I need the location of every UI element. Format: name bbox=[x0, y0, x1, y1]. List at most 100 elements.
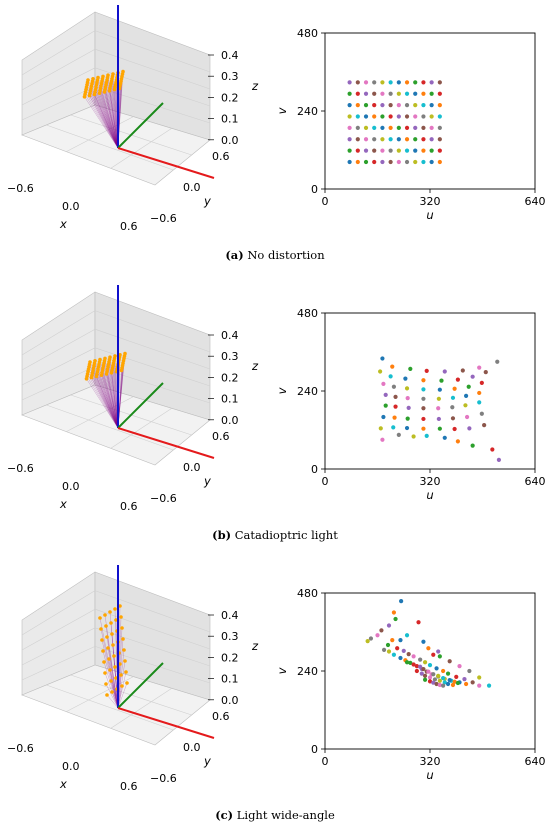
caption-b: (b) Catadioptric light bbox=[0, 528, 550, 542]
point3d-c bbox=[110, 632, 114, 636]
data-point-a bbox=[404, 125, 410, 130]
data-point-b bbox=[388, 374, 393, 379]
ray-b bbox=[88, 366, 119, 429]
point3d-c bbox=[125, 681, 129, 685]
data-point-c bbox=[431, 672, 436, 677]
y3d-tick-label-c: 0.0 bbox=[183, 741, 201, 754]
data-point-b bbox=[405, 416, 410, 421]
x-tick-label-a: 320 bbox=[420, 195, 441, 208]
data-point-c bbox=[436, 649, 441, 654]
grid-line-a bbox=[66, 116, 134, 152]
data-point-a bbox=[404, 80, 410, 85]
data-point-c bbox=[375, 633, 380, 638]
ray-b bbox=[92, 370, 119, 429]
z-tick-label-a: 0.2 bbox=[221, 91, 239, 104]
data-point-a bbox=[413, 137, 418, 142]
data-point-a bbox=[421, 114, 426, 119]
data-point-b bbox=[477, 400, 482, 405]
data-point-a bbox=[429, 103, 434, 108]
data-point-a bbox=[413, 103, 418, 108]
point3d-a bbox=[102, 90, 107, 94]
data-point-b bbox=[466, 384, 471, 389]
grid-line-b bbox=[66, 396, 134, 432]
x3d-axis-label-b: x bbox=[59, 497, 67, 511]
grid-line-b bbox=[94, 328, 211, 370]
ray-a bbox=[110, 83, 119, 149]
data-point-b bbox=[405, 396, 410, 401]
point3d-c bbox=[108, 610, 112, 614]
data-point-b bbox=[450, 416, 456, 421]
ray-a bbox=[84, 96, 119, 149]
data-point-c bbox=[477, 675, 482, 680]
data-point-a bbox=[372, 80, 377, 85]
data-point-b bbox=[460, 368, 465, 373]
data-point-b bbox=[467, 426, 472, 431]
x3d-tick-label-b: 0.6 bbox=[120, 500, 138, 513]
caption-b-text: Catadioptric light bbox=[234, 528, 338, 542]
y-tick-label-b: 480 bbox=[297, 307, 318, 320]
y-tick-label-a: 0 bbox=[311, 183, 318, 196]
ray-a bbox=[100, 88, 119, 149]
data-point-c bbox=[437, 682, 442, 688]
data-point-a bbox=[363, 125, 369, 130]
data-point-c bbox=[436, 673, 441, 678]
data-point-a bbox=[372, 148, 377, 153]
ray-a bbox=[91, 83, 119, 149]
data-point-b bbox=[381, 414, 386, 420]
z-tick-label-b: 0.0 bbox=[221, 414, 239, 427]
grid-line-b bbox=[94, 310, 211, 353]
ray-c bbox=[99, 617, 119, 709]
data-point-a bbox=[429, 137, 434, 142]
ray-a bbox=[87, 82, 119, 149]
z-axis-label-b: z bbox=[251, 359, 259, 373]
data-point-c bbox=[437, 678, 442, 683]
point3d-c bbox=[104, 624, 108, 628]
data-point-b bbox=[403, 376, 408, 381]
data-point-a bbox=[347, 103, 352, 108]
ray-a bbox=[86, 87, 119, 149]
point3d-c bbox=[121, 637, 125, 641]
data-point-a bbox=[380, 137, 385, 142]
data-point-a bbox=[437, 114, 442, 119]
data-point-c bbox=[455, 680, 460, 686]
axes3d-a: 0.4 0.3 0.2 0.1 0.0 z 0.6 0.0 −0.6 y −0.6 0.0 0.6 x bbox=[7, 5, 259, 233]
data-point-a bbox=[347, 114, 352, 119]
data-point-c bbox=[399, 599, 404, 604]
z-tick-label-c: 0.2 bbox=[221, 651, 239, 664]
ray-a bbox=[84, 94, 119, 149]
data-point-a bbox=[355, 114, 360, 119]
data-point-a bbox=[347, 148, 352, 153]
point3d-a bbox=[92, 92, 97, 97]
plot-frame-b bbox=[324, 312, 536, 470]
point3d-b bbox=[94, 374, 99, 379]
grid-line-a bbox=[110, 128, 172, 169]
ray-b bbox=[101, 375, 119, 429]
data-point-a bbox=[437, 148, 442, 153]
point3d-c bbox=[107, 657, 111, 661]
data-point-a bbox=[372, 91, 377, 96]
data-point-c bbox=[368, 636, 374, 641]
data-point-a bbox=[396, 148, 401, 153]
data-point-a bbox=[388, 137, 393, 142]
data-point-b bbox=[421, 406, 426, 411]
data-point-c bbox=[391, 652, 397, 657]
data-point-c bbox=[445, 681, 451, 687]
data-point-a bbox=[396, 137, 401, 142]
ray-b bbox=[102, 367, 119, 429]
point3d-c bbox=[105, 635, 109, 639]
ray-b bbox=[98, 366, 119, 429]
data-point-a bbox=[437, 137, 442, 142]
data-point-c bbox=[441, 668, 446, 674]
data-point-c bbox=[452, 679, 457, 684]
grid-line-b bbox=[21, 347, 96, 386]
ray-a bbox=[100, 85, 119, 149]
grid-line-c bbox=[94, 627, 211, 667]
data-point-a bbox=[421, 125, 426, 130]
data-point-c bbox=[427, 663, 433, 668]
data-point-b bbox=[393, 394, 398, 399]
grid-line-b bbox=[110, 408, 172, 449]
ray-b bbox=[107, 369, 119, 429]
point3d-c bbox=[100, 638, 104, 642]
data-point-c bbox=[406, 652, 411, 657]
point3d-c bbox=[101, 649, 105, 653]
